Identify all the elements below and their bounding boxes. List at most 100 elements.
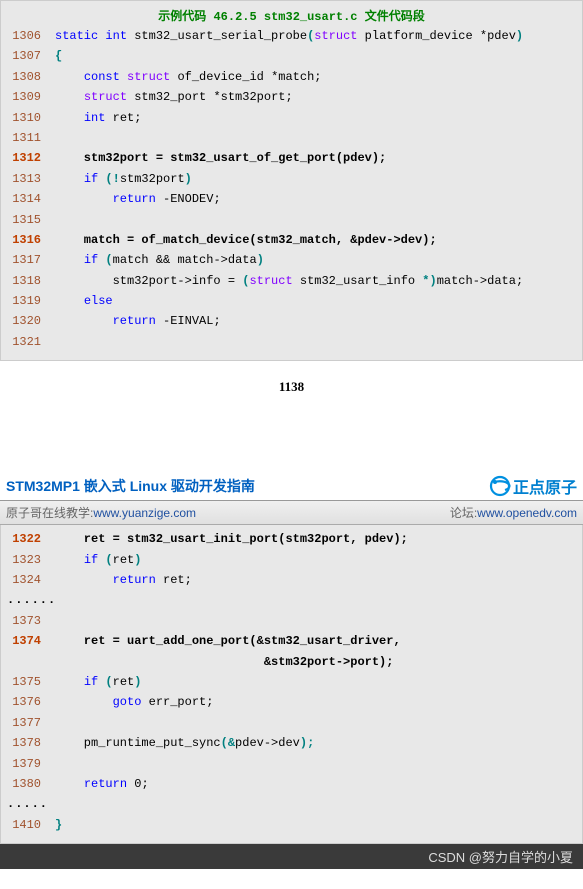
- code-block-1: 示例代码 46.2.5 stm32_usart.c 文件代码段 1306stat…: [0, 0, 583, 361]
- code-line: 1377: [1, 713, 582, 733]
- line-number: 1380: [1, 774, 55, 794]
- code-line: 1316 match = of_match_device(stm32_match…: [1, 230, 582, 250]
- code-block-2: 1322 ret = stm32_usart_init_port(stm32po…: [0, 525, 583, 844]
- code-line: 1306static int stm32_usart_serial_probe(…: [1, 26, 582, 46]
- code-content: ret = stm32_usart_init_port(stm32port, p…: [55, 529, 582, 549]
- code-line: 1378 pm_runtime_put_sync(&pdev->dev);: [1, 733, 582, 753]
- code-content: return -EINVAL;: [55, 311, 582, 331]
- code-line: 1410}: [1, 815, 582, 835]
- line-number: 1316: [1, 230, 55, 250]
- code-line: 1318 stm32port->info = (struct stm32_usa…: [1, 271, 582, 291]
- code-line: 1310 int ret;: [1, 108, 582, 128]
- code-line: 1314 return -ENODEV;: [1, 189, 582, 209]
- code-content: [55, 713, 582, 733]
- line-number: 1324: [1, 570, 55, 590]
- line-number: 1379: [1, 754, 55, 774]
- code-line: 1374 ret = uart_add_one_port(&stm32_usar…: [1, 631, 582, 651]
- line-number: 1318: [1, 271, 55, 291]
- code-content: [55, 611, 582, 631]
- ellipsis-line: ......: [1, 590, 70, 610]
- code-content: [55, 210, 582, 230]
- page-number: 1138: [0, 361, 583, 440]
- code-content: ret = uart_add_one_port(&stm32_usart_dri…: [55, 631, 582, 651]
- code-content: int ret;: [55, 108, 582, 128]
- code-content: }: [55, 815, 582, 835]
- code-content: stm32port = stm32_usart_of_get_port(pdev…: [55, 148, 582, 168]
- code-line: 1321: [1, 332, 582, 352]
- code-line: 1320 return -EINVAL;: [1, 311, 582, 331]
- code-content: if (!stm32port): [55, 169, 582, 189]
- code-block-title: 示例代码 46.2.5 stm32_usart.c 文件代码段: [1, 5, 582, 26]
- line-number: 1313: [1, 169, 55, 189]
- code-content: &stm32port->port);: [55, 652, 582, 672]
- line-number: 1317: [1, 250, 55, 270]
- line-number: 1375: [1, 672, 55, 692]
- section-gap: [0, 440, 583, 470]
- code-line: 1380 return 0;: [1, 774, 582, 794]
- watermark-text: CSDN @努力自学的小夏: [428, 850, 573, 865]
- code-content: if (ret): [55, 550, 582, 570]
- code-line: ......: [1, 590, 582, 610]
- code-line: 1313 if (!stm32port): [1, 169, 582, 189]
- line-number: 1312: [1, 148, 55, 168]
- line-number: 1323: [1, 550, 55, 570]
- code-line: .....: [1, 794, 582, 814]
- code-content: const struct of_device_id *match;: [55, 67, 582, 87]
- code-line: 1319 else: [1, 291, 582, 311]
- code-content: else: [55, 291, 582, 311]
- code-lines-2: 1322 ret = stm32_usart_init_port(stm32po…: [1, 529, 582, 835]
- doc-title-text: STM32MP1 嵌入式 Linux 驱动开发指南: [6, 476, 255, 496]
- line-number: 1378: [1, 733, 55, 753]
- code-content: static int stm32_usart_serial_probe(stru…: [55, 26, 582, 46]
- left-label: 原子哥在线教学:: [6, 506, 93, 520]
- code-line: 1379: [1, 754, 582, 774]
- code-lines-1: 1306static int stm32_usart_serial_probe(…: [1, 26, 582, 352]
- code-content: return 0;: [55, 774, 582, 794]
- left-link[interactable]: www.yuanzige.com: [93, 506, 196, 520]
- line-number: 1306: [1, 26, 55, 46]
- code-content: stm32port->info = (struct stm32_usart_in…: [55, 271, 582, 291]
- code-line: 1307{: [1, 46, 582, 66]
- code-content: [55, 332, 582, 352]
- code-line: 1311: [1, 128, 582, 148]
- code-line: 1312 stm32port = stm32_usart_of_get_port…: [1, 148, 582, 168]
- code-line: 1317 if (match && match->data): [1, 250, 582, 270]
- line-number: 1322: [1, 529, 55, 549]
- line-number: 1307: [1, 46, 55, 66]
- atom-icon: [489, 475, 511, 497]
- document-header: STM32MP1 嵌入式 Linux 驱动开发指南 正点原子: [0, 470, 583, 500]
- code-content: if (match && match->data): [55, 250, 582, 270]
- line-number: 1310: [1, 108, 55, 128]
- code-line: 1375 if (ret): [1, 672, 582, 692]
- code-content: struct stm32_port *stm32port;: [55, 87, 582, 107]
- code-content: return -ENODEV;: [55, 189, 582, 209]
- ellipsis-line: .....: [1, 794, 62, 814]
- code-content: match = of_match_device(stm32_match, &pd…: [55, 230, 582, 250]
- line-number: 1309: [1, 87, 55, 107]
- code-line: 1323 if (ret): [1, 550, 582, 570]
- line-number: 1374: [1, 631, 55, 651]
- line-number: 1308: [1, 67, 55, 87]
- line-number: 1314: [1, 189, 55, 209]
- watermark-bar: CSDN @努力自学的小夏: [0, 844, 583, 869]
- sub-header-right: 论坛:www.openedv.com: [450, 504, 577, 521]
- logo-text: 正点原子: [513, 474, 577, 498]
- code-content: [55, 754, 582, 774]
- code-line: 1324 return ret;: [1, 570, 582, 590]
- code-content: [55, 128, 582, 148]
- code-line: 1322 ret = stm32_usart_init_port(stm32po…: [1, 529, 582, 549]
- brand-logo: 正点原子: [489, 474, 577, 498]
- line-number: 1311: [1, 128, 55, 148]
- right-link[interactable]: www.openedv.com: [477, 506, 577, 520]
- code-content: return ret;: [55, 570, 582, 590]
- line-number: 1319: [1, 291, 55, 311]
- line-number: 1315: [1, 210, 55, 230]
- line-number: 1320: [1, 311, 55, 331]
- code-line: 1309 struct stm32_port *stm32port;: [1, 87, 582, 107]
- line-number: 1376: [1, 692, 55, 712]
- sub-header-left: 原子哥在线教学:www.yuanzige.com: [6, 504, 196, 521]
- code-content: {: [55, 46, 582, 66]
- code-line: 1376 goto err_port;: [1, 692, 582, 712]
- code-line: 1308 const struct of_device_id *match;: [1, 67, 582, 87]
- line-number: 1377: [1, 713, 55, 733]
